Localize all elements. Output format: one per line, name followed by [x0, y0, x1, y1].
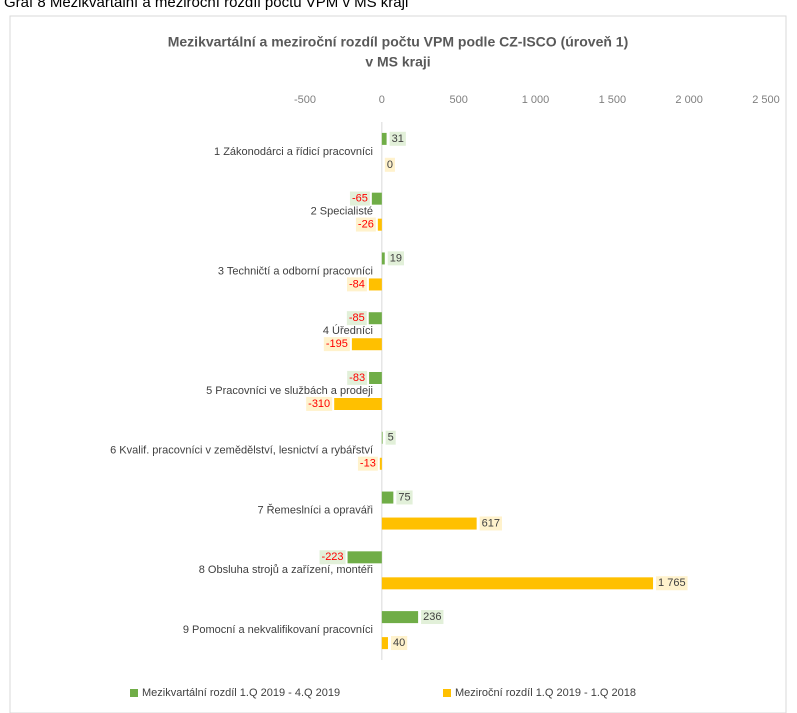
data-label-bg — [385, 430, 396, 445]
data-label: 5 — [388, 432, 394, 444]
category-label: 9 Pomocní a nekvalifikovaní pracovníci — [183, 624, 373, 636]
caption: Graf 8 Mezikvartální a meziroční rozdíl … — [4, 0, 408, 11]
data-label: -310 — [308, 398, 330, 410]
legend-label: Meziroční rozdíl 1.Q 2019 - 1.Q 2018 — [455, 687, 636, 699]
x-tick-label: 500 — [449, 94, 467, 106]
x-tick-label: 2 500 — [752, 94, 780, 106]
bar — [381, 252, 385, 265]
data-label: -223 — [322, 551, 344, 563]
data-label: 75 — [398, 491, 410, 503]
bar — [381, 611, 419, 624]
bar — [369, 372, 382, 384]
data-label: 617 — [482, 517, 500, 529]
chart-frame — [9, 15, 787, 713]
x-tick-label: 0 — [379, 94, 385, 106]
bar — [347, 551, 382, 564]
bar — [381, 577, 654, 590]
bar — [368, 278, 382, 291]
data-label-bg — [349, 191, 370, 206]
bar — [368, 312, 382, 325]
data-label-bg — [357, 456, 378, 471]
x-tick-label: 1 000 — [522, 94, 550, 106]
data-label-bg — [387, 251, 405, 266]
x-tick-label: 2 000 — [675, 94, 703, 106]
data-label-bg — [347, 370, 368, 385]
legend-swatch — [130, 689, 138, 697]
data-label: 19 — [390, 252, 402, 264]
data-label-bg — [323, 337, 350, 352]
chart-title: Mezikvartální a meziroční rozdíl počtu V… — [168, 34, 629, 50]
data-label-bg — [389, 131, 406, 146]
data-label: -84 — [349, 278, 365, 290]
category-label: 6 Kvalif. pracovníci v zemědělství, lesn… — [110, 445, 373, 457]
data-label-bg — [355, 217, 376, 232]
category-label: 4 Úředníci — [323, 324, 373, 337]
legend-label: Mezikvartální rozdíl 1.Q 2019 - 4.Q 2019 — [142, 687, 340, 699]
bar — [381, 132, 387, 145]
x-tick-label: -500 — [294, 94, 316, 106]
chart-title: v MS kraji — [365, 54, 430, 70]
bar — [381, 517, 477, 530]
bar — [334, 398, 382, 410]
data-label: -83 — [349, 372, 365, 384]
data-label: 1 765 — [658, 577, 686, 589]
data-label: 40 — [393, 637, 405, 649]
category-label: 1 Zákonodárci a řídicí pracovníci — [214, 146, 373, 158]
data-label: -26 — [358, 219, 374, 231]
bar — [381, 431, 383, 444]
data-label-bg — [319, 550, 346, 565]
category-label: 3 Techničtí a odborní pracovníci — [218, 265, 373, 277]
data-label-bg — [390, 636, 408, 651]
data-label: -85 — [349, 312, 365, 324]
data-label: -65 — [352, 193, 368, 205]
category-label: 2 Specialisté — [311, 206, 373, 218]
data-label-bg — [384, 157, 395, 172]
category-label: 7 Řemeslníci a opraváři — [257, 503, 373, 516]
category-label: 5 Pracovníci ve službách a prodeji — [206, 385, 373, 397]
data-label-bg — [346, 311, 367, 326]
data-label-bg — [656, 576, 688, 591]
data-label: 0 — [387, 159, 393, 171]
data-label-bg — [421, 610, 444, 625]
data-label-bg — [396, 490, 413, 505]
data-label: 31 — [392, 133, 404, 145]
legend-swatch — [443, 689, 451, 697]
x-tick-label: 1 500 — [599, 94, 627, 106]
data-label-bg — [347, 277, 367, 292]
data-label-bg — [479, 516, 503, 531]
bar — [379, 457, 382, 470]
data-label: -195 — [326, 338, 348, 350]
bar — [381, 491, 394, 504]
data-label: 236 — [423, 611, 441, 623]
bar — [377, 218, 382, 231]
data-label: -13 — [360, 458, 376, 470]
bar — [351, 338, 382, 351]
bar — [371, 192, 382, 205]
data-label-bg — [306, 396, 333, 411]
bar — [381, 637, 388, 650]
category-label: 8 Obsluha strojů a zařízení, montéři — [199, 564, 373, 576]
